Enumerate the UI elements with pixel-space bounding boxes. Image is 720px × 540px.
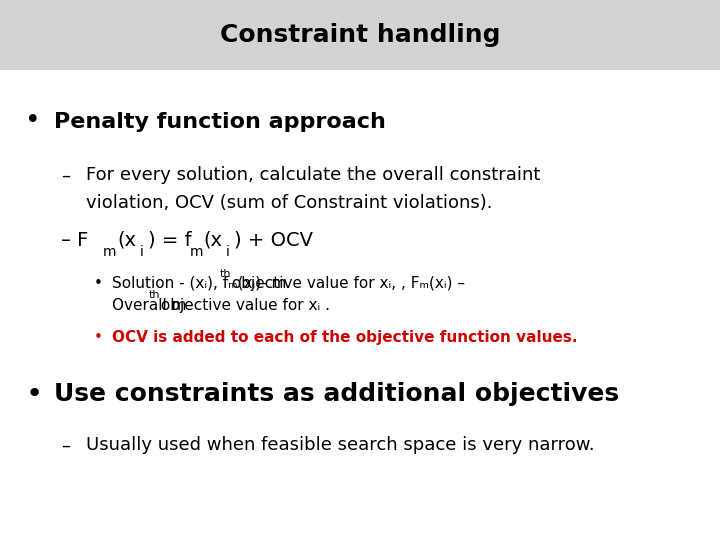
Text: objective value for xᵢ .: objective value for xᵢ . xyxy=(156,298,330,313)
Text: – F: – F xyxy=(61,231,89,250)
FancyBboxPatch shape xyxy=(0,0,720,70)
Text: m: m xyxy=(103,245,117,259)
Text: •: • xyxy=(25,380,42,408)
Text: ) = f: ) = f xyxy=(148,231,192,250)
Text: th: th xyxy=(220,269,232,279)
Text: OCV is added to each of the objective function values.: OCV is added to each of the objective fu… xyxy=(112,330,577,345)
Text: Use constraints as additional objectives: Use constraints as additional objectives xyxy=(54,382,619,406)
Text: th: th xyxy=(149,291,161,300)
Text: Usually used when feasible search space is very narrow.: Usually used when feasible search space … xyxy=(86,436,595,455)
Text: (x: (x xyxy=(117,231,136,250)
Text: (x: (x xyxy=(204,231,222,250)
Text: •: • xyxy=(94,330,102,345)
Text: ) + OCV: ) + OCV xyxy=(234,231,313,250)
Text: Penalty function approach: Penalty function approach xyxy=(54,111,386,132)
Text: m: m xyxy=(189,245,203,259)
Text: Constraint handling: Constraint handling xyxy=(220,23,500,47)
Text: Solution - (xᵢ), fₘ(xᵢ)- m: Solution - (xᵢ), fₘ(xᵢ)- m xyxy=(112,276,286,291)
Text: –: – xyxy=(61,436,71,455)
Text: violation, OCV (sum of Constraint violations).: violation, OCV (sum of Constraint violat… xyxy=(86,193,493,212)
Text: Overall m: Overall m xyxy=(112,298,186,313)
Text: For every solution, calculate the overall constraint: For every solution, calculate the overal… xyxy=(86,166,541,185)
Text: •: • xyxy=(25,109,41,134)
Text: i: i xyxy=(140,245,143,259)
Text: –: – xyxy=(61,166,71,185)
Text: •: • xyxy=(94,276,102,291)
Text: objective value for xᵢ, , Fₘ(xᵢ) –: objective value for xᵢ, , Fₘ(xᵢ) – xyxy=(228,276,465,291)
Text: i: i xyxy=(226,245,230,259)
